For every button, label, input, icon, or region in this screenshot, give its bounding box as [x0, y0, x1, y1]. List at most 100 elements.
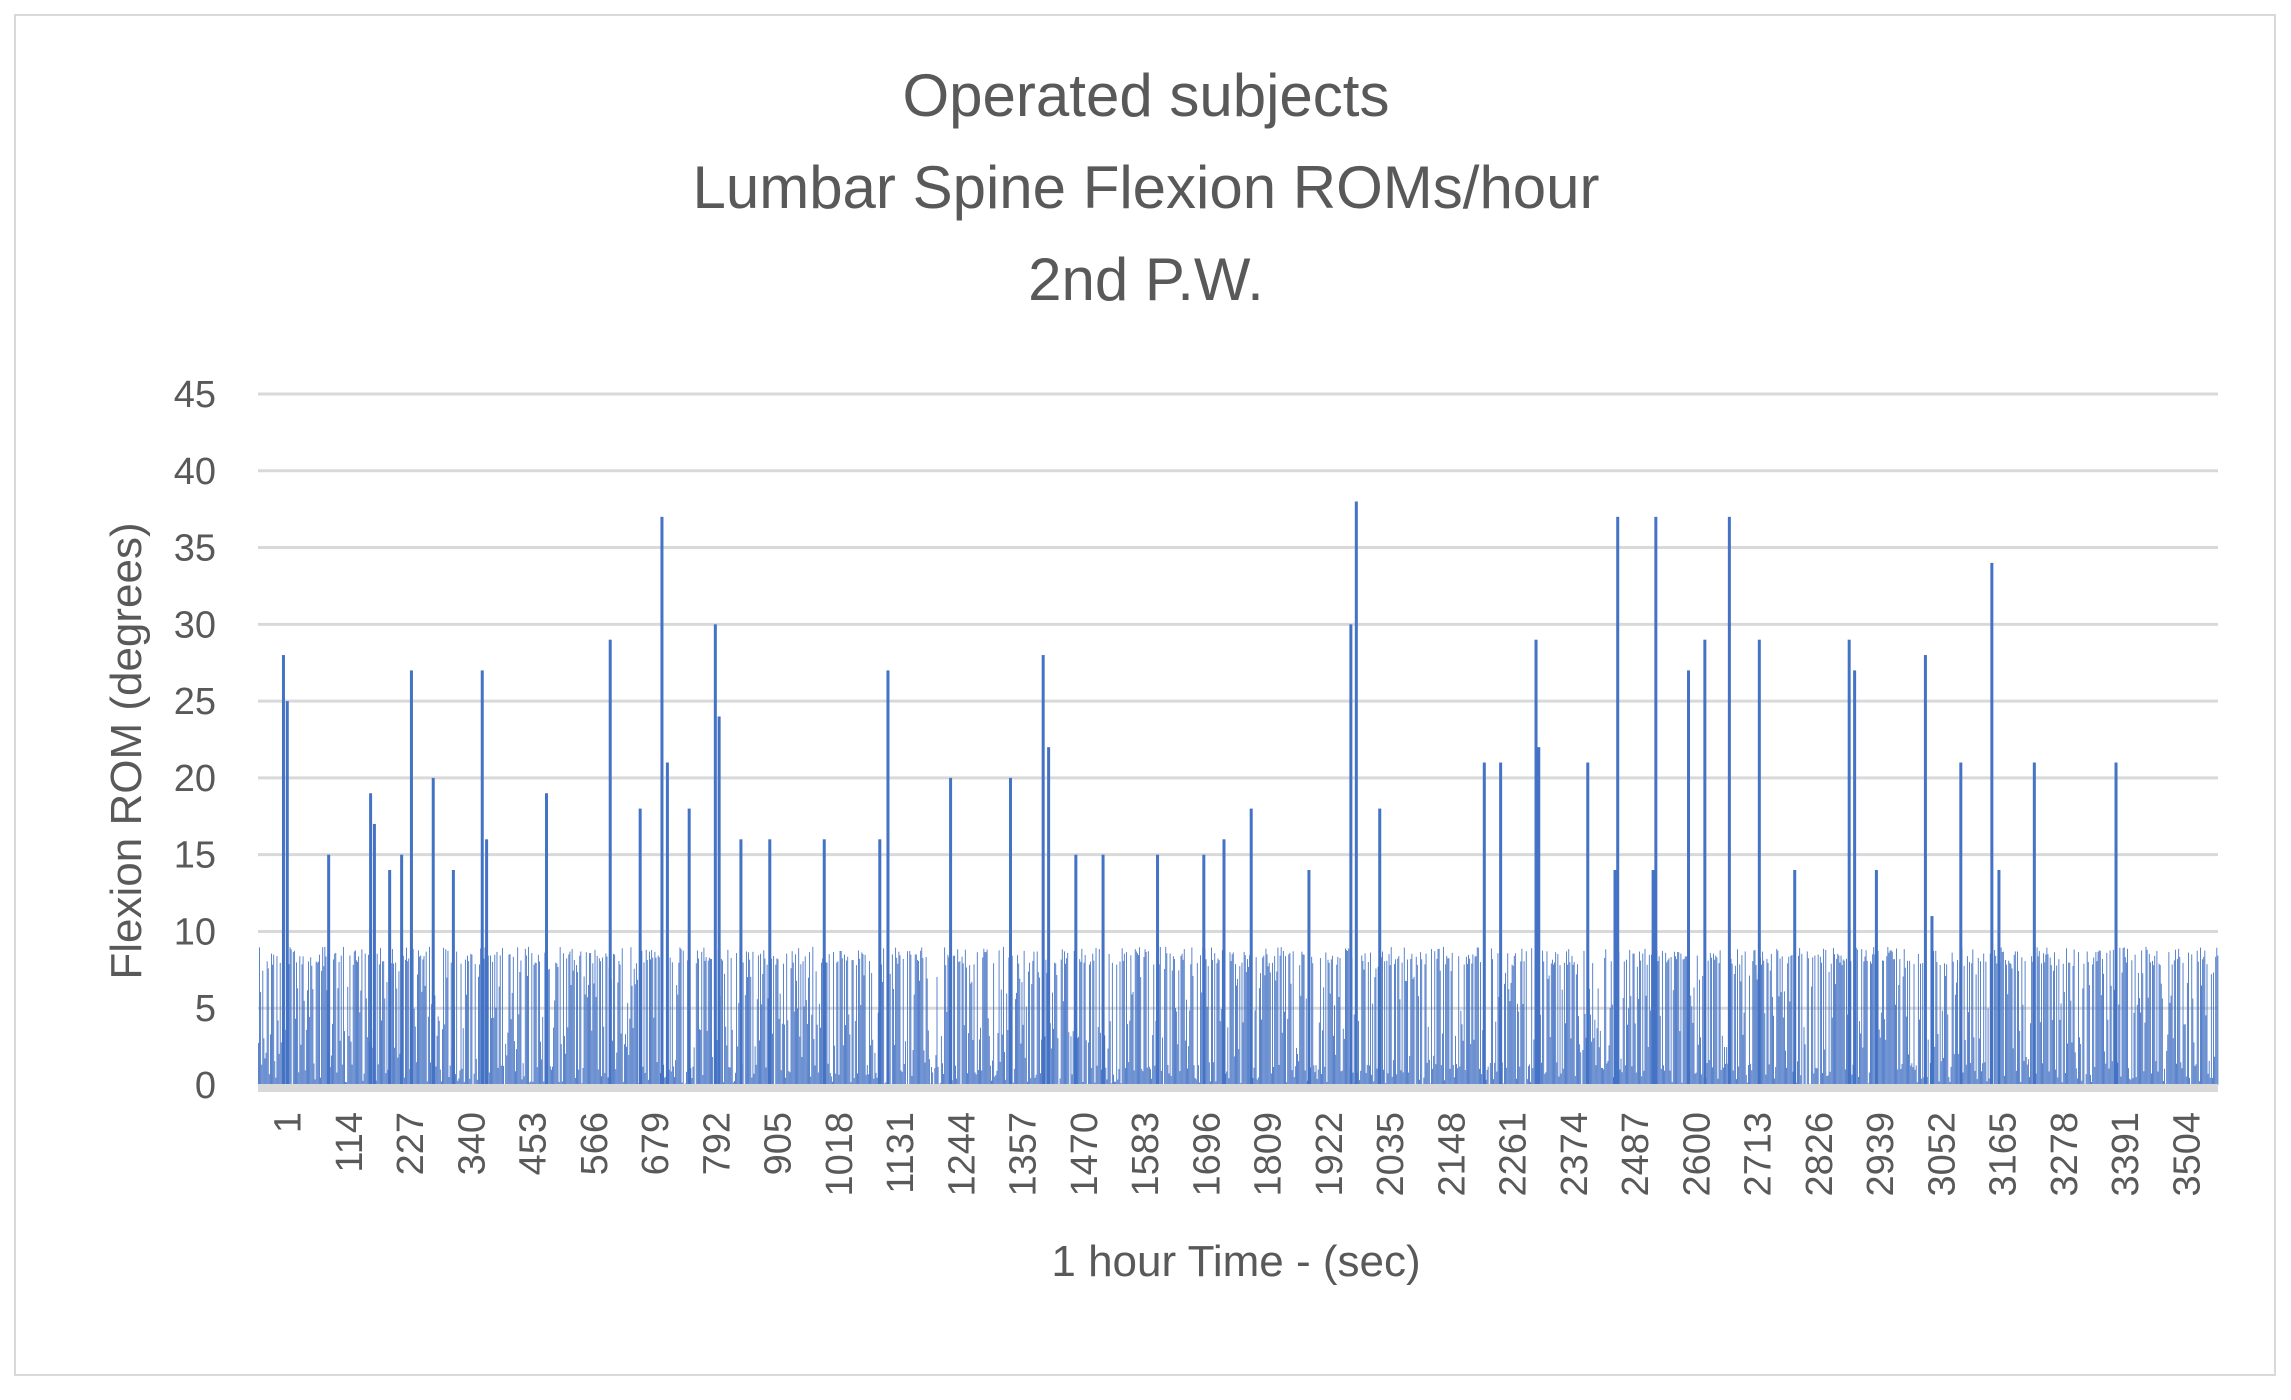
peak-bar — [1074, 854, 1078, 1085]
data-bar — [1380, 957, 1382, 1085]
peak-bar — [768, 839, 772, 1085]
data-bar — [2214, 1056, 2216, 1085]
data-bar — [934, 1068, 936, 1085]
data-bar — [1717, 1078, 1719, 1085]
data-bar — [815, 971, 817, 1085]
data-bar — [1011, 955, 1013, 1085]
data-bar — [1451, 952, 1453, 1085]
data-bar — [1588, 988, 1590, 1085]
data-bar — [403, 1077, 405, 1085]
data-bar — [1132, 992, 1134, 1085]
peak-bar — [1222, 839, 1226, 1085]
y-axis-title: Flexion ROM (degrees) — [102, 522, 151, 979]
data-bar — [1736, 1079, 1737, 1085]
data-bar — [1545, 1072, 1547, 1085]
data-bar — [919, 980, 921, 1085]
data-bar — [1693, 987, 1695, 1085]
data-bar — [1937, 1033, 1939, 1085]
data-bar — [2118, 1004, 2120, 1085]
data-bar — [567, 1027, 569, 1085]
data-bar — [1874, 954, 1876, 1085]
data-bar — [1630, 996, 1632, 1085]
data-bar — [1740, 981, 1742, 1085]
data-bar — [1521, 948, 1523, 1085]
data-bar — [924, 1062, 926, 1085]
data-bar — [553, 1027, 555, 1085]
data-bar — [1795, 1082, 1797, 1085]
data-bar — [1148, 1066, 1150, 1085]
peak-bar — [739, 839, 743, 1085]
data-bar — [1254, 1010, 1256, 1085]
data-bar — [703, 947, 705, 1085]
data-bar — [1174, 958, 1175, 1085]
data-bar — [1508, 989, 1510, 1085]
peak-bar — [1202, 854, 1206, 1085]
data-bar — [962, 963, 964, 1085]
data-bar — [483, 958, 485, 1085]
data-bar — [1907, 960, 1908, 1085]
peak-bar — [1249, 808, 1253, 1085]
data-bar — [1322, 1030, 1324, 1085]
data-bar — [527, 975, 528, 1085]
data-bar — [1673, 951, 1675, 1085]
data-bar — [1970, 1062, 1972, 1085]
data-bar — [413, 1008, 415, 1085]
data-bar — [1345, 948, 1346, 1085]
data-bar — [1284, 1011, 1285, 1085]
data-bar — [866, 1065, 868, 1085]
data-bar — [1866, 960, 1868, 1085]
data-bar — [1977, 957, 1979, 1085]
data-bar — [1621, 1072, 1623, 1085]
data-bar — [1522, 1003, 1524, 1085]
data-bar — [1666, 962, 1668, 1085]
data-bar — [480, 948, 482, 1085]
data-bar — [674, 1077, 675, 1085]
data-bar — [1425, 953, 1427, 1085]
data-bar — [790, 968, 792, 1085]
data-bar — [1062, 1001, 1064, 1085]
data-bar — [1447, 958, 1449, 1085]
data-bar — [1462, 1040, 1464, 1085]
data-bar — [784, 1024, 785, 1085]
data-bar — [1455, 1035, 1456, 1085]
data-bar — [863, 975, 865, 1085]
data-bar — [1143, 957, 1145, 1085]
data-bar — [2043, 953, 2045, 1085]
data-bar — [1563, 962, 1565, 1085]
data-bar — [2176, 1063, 2177, 1085]
data-bar — [455, 1074, 457, 1085]
data-bar — [478, 976, 479, 1085]
data-bar — [889, 973, 891, 1085]
data-bar — [1558, 1076, 1560, 1085]
data-bar — [1873, 947, 1875, 1085]
data-bar — [1786, 1067, 1788, 1085]
x-tick-label: 1357 — [1003, 1112, 1045, 1197]
data-bar — [1671, 1082, 1673, 1085]
data-bar — [828, 954, 830, 1085]
data-bar — [1080, 961, 1082, 1085]
data-bar — [894, 1044, 895, 1085]
data-bar — [1636, 966, 1638, 1085]
data-bar — [1832, 947, 1834, 1085]
data-bar — [1604, 957, 1606, 1085]
peak-bar — [281, 655, 285, 1085]
data-bar — [2064, 1073, 2066, 1085]
data-bar — [1985, 961, 1987, 1085]
data-bar — [2100, 995, 2102, 1085]
y-tick-label: 15 — [174, 835, 216, 877]
data-bar — [1371, 1074, 1373, 1085]
data-bar — [1195, 1079, 1197, 1085]
data-bar — [822, 958, 824, 1085]
data-bar — [1052, 992, 1053, 1085]
data-bar — [781, 1023, 783, 1085]
data-bar — [315, 961, 317, 1085]
data-bar — [427, 1016, 429, 1085]
data-bar — [1753, 950, 1755, 1085]
data-bar — [391, 949, 393, 1085]
data-bar — [951, 1080, 953, 1085]
data-bar — [1025, 1006, 1027, 1085]
data-bar — [972, 1039, 974, 1085]
data-bar — [658, 957, 660, 1085]
data-bar — [1550, 963, 1552, 1085]
data-bar — [536, 1067, 538, 1085]
